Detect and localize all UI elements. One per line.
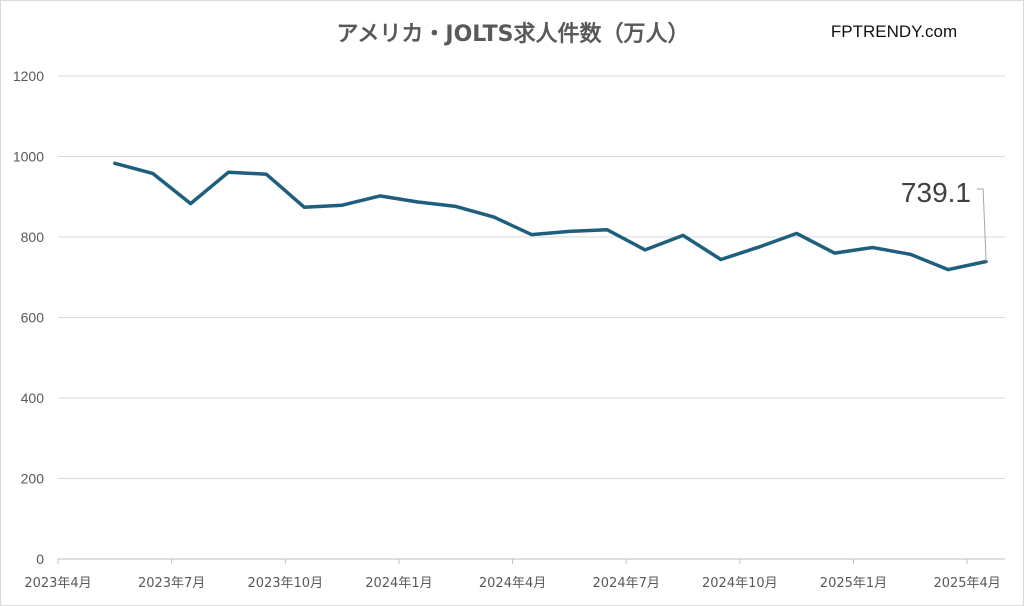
y-tick-label: 600 [21, 310, 45, 326]
data-point [908, 252, 912, 256]
y-tick-label: 200 [21, 471, 45, 487]
data-point [264, 172, 268, 176]
data-point [113, 161, 117, 165]
data-point [530, 233, 533, 237]
data-point [946, 268, 950, 272]
x-tick-label: 2023年10月 [247, 576, 323, 591]
x-tick-label: 2024年4月 [479, 576, 546, 591]
gridlines [58, 75, 1005, 479]
x-tick-label: 2024年10月 [702, 576, 778, 591]
x-tick-label: 2025年1月 [820, 576, 887, 591]
data-point [643, 248, 647, 252]
data-point [302, 205, 306, 209]
data-point [870, 245, 874, 249]
data-point [151, 171, 155, 175]
data-label-group: 739.1 [901, 177, 987, 262]
y-tick-label: 1000 [13, 149, 44, 165]
data-point [492, 215, 496, 219]
series-line [113, 161, 988, 272]
watermark-text: FPTRENDY.com [831, 22, 957, 41]
chart-title: アメリカ・JOLTS求人件数（万人） [336, 21, 689, 47]
data-point [719, 258, 723, 262]
data-label-leader-line [977, 188, 987, 262]
y-tick-label: 0 [36, 551, 44, 567]
data-point [378, 194, 382, 198]
y-tick-label: 800 [21, 229, 45, 245]
data-point [833, 251, 837, 255]
data-point [984, 260, 988, 264]
x-tick-label: 2025年4月 [933, 576, 1000, 591]
data-point [416, 200, 420, 204]
data-label: 739.1 [901, 177, 971, 208]
data-point [189, 202, 193, 206]
x-tick-label: 2023年7月 [138, 576, 205, 591]
data-point [454, 204, 458, 208]
y-axis-ticks: 0 200 400 600 800 1000 1200 [13, 68, 44, 567]
data-point [340, 203, 344, 207]
data-point [226, 170, 230, 174]
x-tick-label: 2024年7月 [593, 576, 660, 591]
x-tick-label: 2023年4月 [24, 576, 91, 591]
data-point [567, 229, 571, 233]
y-tick-label: 1200 [13, 68, 44, 84]
data-point [757, 245, 761, 249]
data-point [681, 233, 685, 237]
series-group [113, 161, 988, 272]
y-tick-label: 400 [21, 390, 45, 406]
data-point [795, 231, 799, 235]
data-point [605, 228, 609, 232]
x-tick-label: 2024年1月 [365, 576, 432, 591]
x-axis: 2023年4月 2023年7月 2023年10月 2024年1月 2024年4月 2024… [24, 558, 1005, 591]
